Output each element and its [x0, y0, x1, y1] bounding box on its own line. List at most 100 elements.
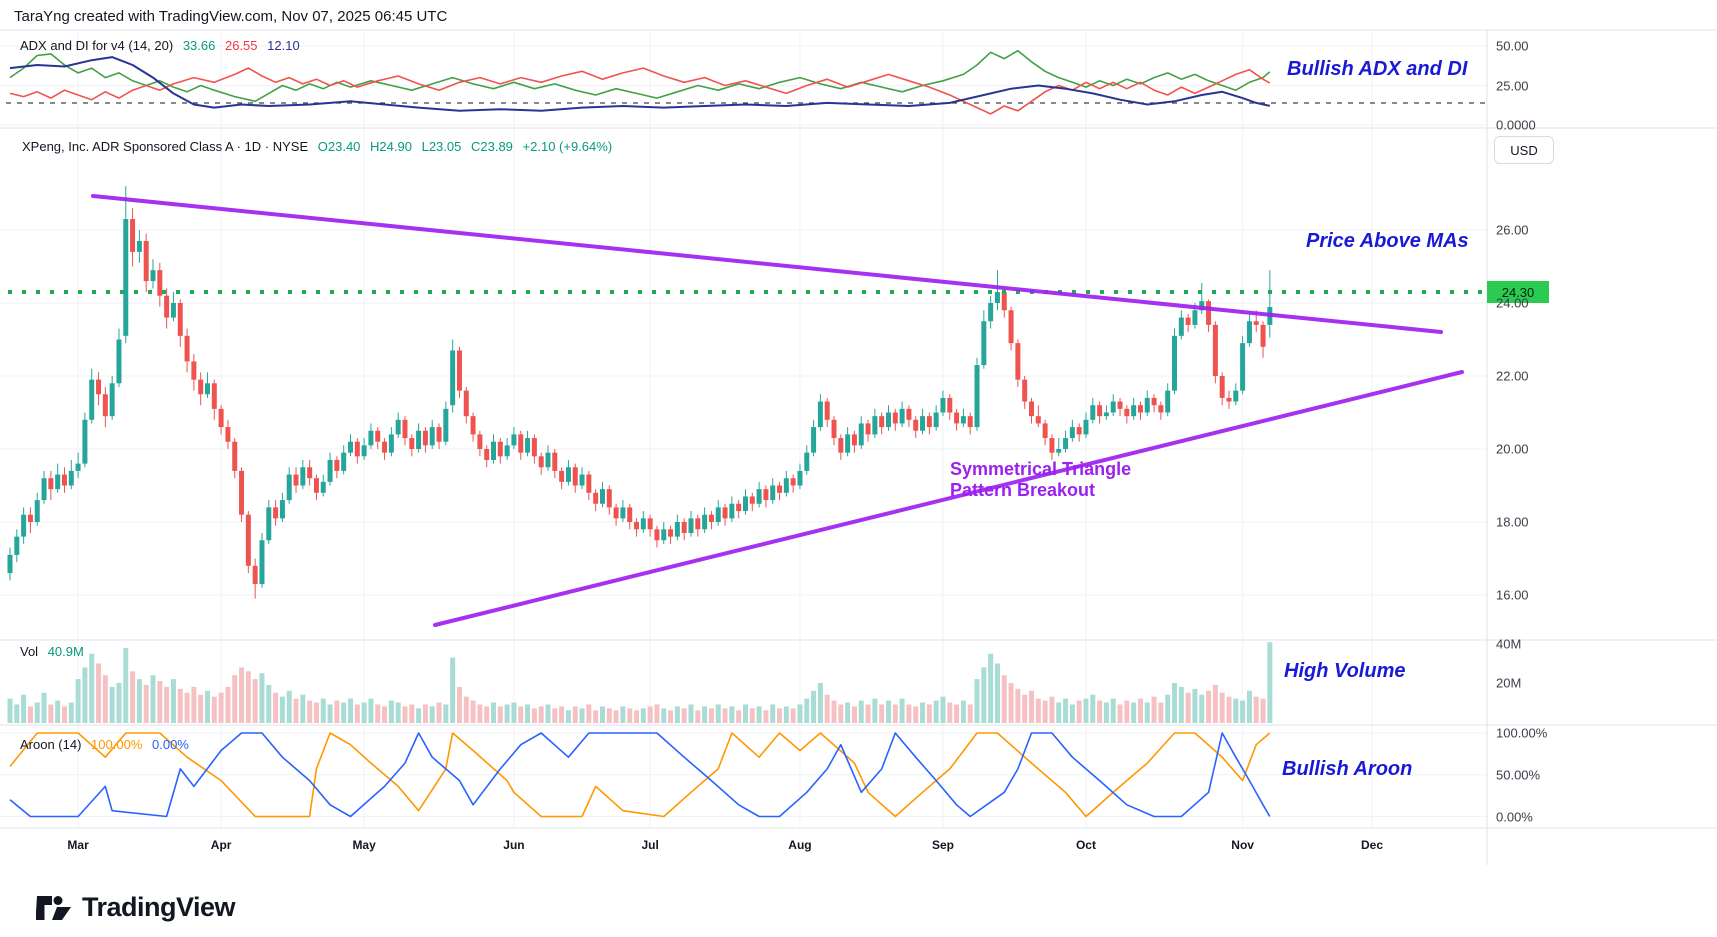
candle	[749, 496, 755, 504]
volume-bar	[89, 653, 95, 723]
volume-bar	[565, 710, 571, 723]
candle	[817, 401, 823, 428]
candle	[647, 518, 653, 530]
month-label-apr: Apr	[210, 838, 232, 852]
volume-bar	[1103, 702, 1109, 723]
ohlc-close: C23.89	[470, 139, 513, 154]
candle	[1206, 301, 1212, 325]
volume-bar	[674, 706, 680, 723]
volume-bar	[511, 702, 517, 723]
volume-bar	[55, 700, 61, 723]
candle	[96, 379, 102, 395]
volume-bar	[838, 704, 844, 723]
candle	[477, 434, 483, 449]
annotation-symmetrical-triangle[interactable]: Symmetrical Triangle Pattern Breakout	[950, 459, 1131, 500]
candle	[565, 467, 571, 482]
volume-bar	[41, 692, 47, 723]
volume-bar	[164, 686, 170, 723]
volume-bar	[1090, 694, 1096, 723]
volume-bar	[239, 667, 245, 723]
candle	[1056, 449, 1062, 453]
adx-value: 12.10	[267, 38, 300, 53]
candle	[218, 408, 224, 428]
symbol-legend[interactable]: XPeng, Inc. ADR Sponsored Class A · 1D ·…	[22, 139, 612, 154]
volume-bar	[82, 667, 88, 723]
volume-bar	[232, 675, 238, 723]
volume-bar	[1192, 688, 1198, 723]
volume-bar	[988, 653, 994, 723]
volume-bar	[123, 647, 129, 723]
volume-bar	[702, 706, 708, 723]
adx-line[interactable]	[9, 56, 1271, 112]
volume-bar	[790, 708, 796, 723]
tradingview-logo[interactable]: TradingView	[36, 892, 236, 923]
annotation-bullish-aroon[interactable]: Bullish Aroon	[1282, 758, 1413, 780]
volume-bar	[450, 657, 456, 723]
adx-legend[interactable]: ADX and DI for v4 (14, 20) 33.66 26.55 1…	[20, 38, 300, 53]
volume-bar	[593, 710, 599, 723]
header-credit: TaraYng created with TradingView.com, No…	[14, 8, 448, 25]
annotation-price-above-mas[interactable]: Price Above MAs	[1306, 230, 1469, 252]
candle	[559, 470, 565, 482]
volume-bar	[572, 706, 578, 723]
candle	[409, 438, 415, 449]
candle	[300, 467, 306, 486]
volume-bar	[293, 698, 299, 723]
candle	[1240, 343, 1246, 391]
candle	[1110, 401, 1116, 413]
candle	[736, 503, 742, 512]
volume-bar	[1056, 702, 1062, 723]
volume-bar	[1063, 698, 1069, 723]
currency-usd-button[interactable]: USD	[1494, 136, 1554, 164]
annotation-high-volume[interactable]: High Volume	[1284, 660, 1406, 682]
candle	[1246, 321, 1252, 344]
aroon-up-line[interactable]	[9, 732, 1271, 818]
volume-bar	[416, 708, 422, 723]
candle	[688, 518, 694, 533]
volume-bar	[817, 683, 823, 723]
candle	[436, 427, 442, 442]
candle	[879, 416, 885, 428]
candle	[940, 397, 946, 413]
trendline-lower[interactable]	[433, 370, 1464, 627]
volume-bar	[981, 667, 987, 723]
volume-bar	[613, 710, 619, 723]
volume-bar	[518, 706, 524, 723]
candle	[613, 507, 619, 519]
aroon-axis-label: 0.00%	[1496, 809, 1533, 824]
volume-bar	[783, 706, 789, 723]
price-line-tag: 24.30	[1487, 281, 1549, 303]
candle	[1117, 401, 1123, 409]
volume-bar	[1226, 696, 1232, 723]
candle	[661, 529, 667, 541]
trendline-upper[interactable]	[91, 194, 1443, 334]
candle	[334, 459, 340, 471]
candle	[286, 474, 292, 501]
volume-bar	[885, 700, 891, 723]
candle	[620, 507, 626, 519]
volume-bar	[334, 700, 340, 723]
candle	[926, 416, 932, 428]
volume-bar	[102, 675, 108, 723]
month-label-sep: Sep	[931, 838, 954, 852]
candle	[674, 522, 680, 537]
annotation-bullish-adx[interactable]: Bullish ADX and DI	[1287, 58, 1468, 80]
price-axis-label: 18.00	[1496, 514, 1529, 530]
candle	[899, 408, 905, 424]
adx-di-minus-value: 26.55	[224, 38, 258, 53]
volume-legend[interactable]: Vol 40.9M	[20, 644, 84, 659]
volume-bar	[1083, 698, 1089, 723]
month-label-jul: Jul	[641, 838, 659, 852]
candle	[382, 441, 388, 453]
adx-di-plus-line[interactable]	[9, 49, 1271, 103]
adx-di-minus-line[interactable]	[9, 67, 1271, 115]
volume-bar	[756, 706, 762, 723]
volume-bar	[422, 704, 428, 723]
aroon-down-line[interactable]	[9, 732, 1271, 818]
volume-bar	[742, 704, 748, 723]
candle	[109, 383, 115, 417]
aroon-legend[interactable]: Aroon (14) 100.00% 0.00%	[20, 737, 189, 752]
candle	[640, 518, 646, 530]
volume-bar	[974, 679, 980, 723]
